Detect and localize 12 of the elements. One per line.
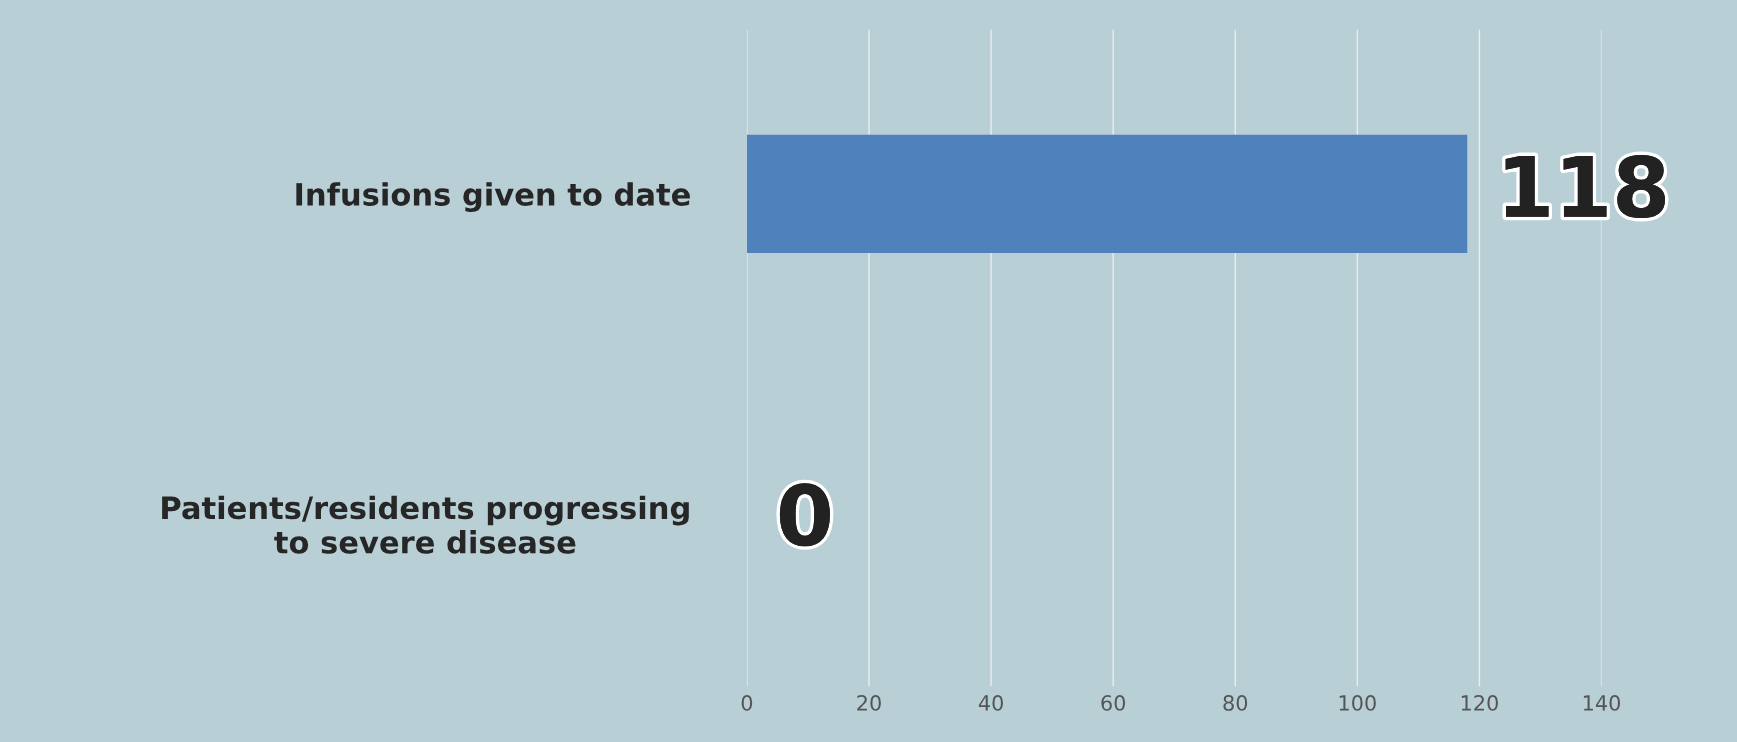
data-label: 0 <box>779 483 830 547</box>
x-tick-label: 60 <box>1101 695 1126 711</box>
x-tick-label: 120 <box>1461 695 1498 711</box>
x-tick-label: 100 <box>1339 695 1376 711</box>
x-tick-label: 40 <box>978 695 1003 711</box>
x-tick-label: 20 <box>857 695 881 711</box>
x-tick-label: 0 <box>741 695 753 711</box>
y-tick-label: Infusions given to date <box>296 182 690 213</box>
x-tick-label: 140 <box>1583 695 1621 711</box>
data-label: 118 <box>1505 154 1666 219</box>
x-tick-label: 80 <box>1223 695 1248 711</box>
y-tick-label: Patients/residents progressing to severe disease <box>162 495 689 554</box>
